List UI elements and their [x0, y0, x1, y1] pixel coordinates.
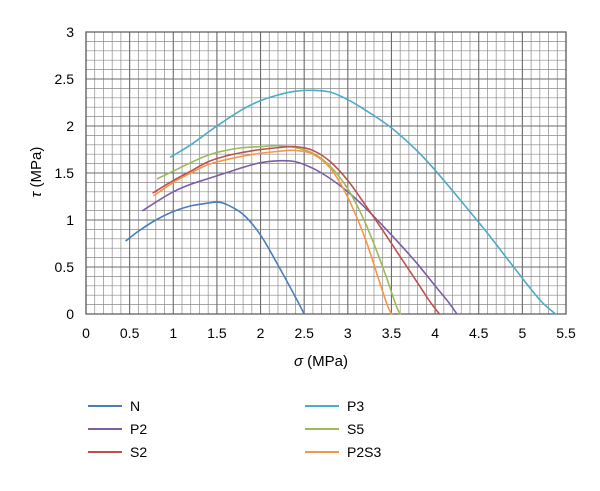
x-tick-label: 1.5	[207, 325, 227, 341]
major-grid	[85, 31, 567, 315]
x-tick-label: 4.5	[469, 325, 489, 341]
x-tick-label: 3	[344, 325, 352, 341]
series-line-s2	[152, 145, 441, 315]
series-line-p2	[141, 159, 458, 315]
x-axis-variable: σ	[294, 353, 304, 370]
legend-item-n: N	[88, 398, 140, 414]
y-axis-unit: (MPa)	[28, 147, 45, 192]
y-axis-variable: τ	[28, 190, 45, 197]
y-tick-label: 0	[66, 306, 74, 322]
legend-label: S2	[130, 444, 147, 460]
series-line-p3	[169, 89, 557, 315]
plot-border	[85, 31, 567, 315]
legend-item-p2: P2	[88, 421, 147, 437]
x-axis-unit: (MPa)	[303, 353, 348, 370]
y-tick-label: 2.5	[55, 71, 75, 87]
legend-item-p3: P3	[305, 398, 364, 414]
x-tick-label: 5.5	[556, 325, 576, 341]
legend-item-p2s3: P2S3	[305, 444, 381, 460]
x-tick-label: 0	[82, 325, 90, 341]
y-tick-labels: 0 0.5 1 1.5 2 2.5 3	[55, 24, 75, 322]
x-tick-label: 3.5	[382, 325, 402, 341]
x-tick-label: 1	[169, 325, 177, 341]
x-tick-label: 2.5	[294, 325, 314, 341]
y-axis-title: τ (MPa)	[28, 147, 45, 198]
legend-item-s2: S2	[88, 444, 147, 460]
legend-label: P2	[130, 421, 147, 437]
x-tick-label: 5	[518, 325, 526, 341]
plot-area-frame	[85, 31, 567, 315]
y-tick-label: 1	[66, 212, 74, 228]
series-line-p2s3	[153, 149, 393, 315]
x-axis-title: σ (MPa)	[294, 353, 348, 370]
legend-label: N	[130, 398, 140, 414]
y-tick-label: 1.5	[55, 165, 75, 181]
y-tick-label: 2	[66, 118, 74, 134]
x-tick-label: 0.5	[120, 325, 140, 341]
series-line-n	[125, 201, 305, 315]
legend-item-s5: S5	[305, 421, 364, 437]
x-tick-label: 2	[257, 325, 265, 341]
y-tick-label: 0.5	[55, 259, 75, 275]
legend-label: P3	[347, 398, 364, 414]
legend: N P3 P2 S5 S2 P2S3	[88, 398, 381, 460]
legend-label: S5	[347, 421, 364, 437]
legend-label: P2S3	[347, 444, 381, 460]
y-tick-label: 3	[66, 24, 74, 40]
x-tick-labels: 0 0.5 1 1.5 2 2.5 3 3.5 4 4.5 5 5.5	[82, 325, 576, 341]
series-layer	[125, 89, 557, 315]
x-tick-label: 4	[431, 325, 439, 341]
